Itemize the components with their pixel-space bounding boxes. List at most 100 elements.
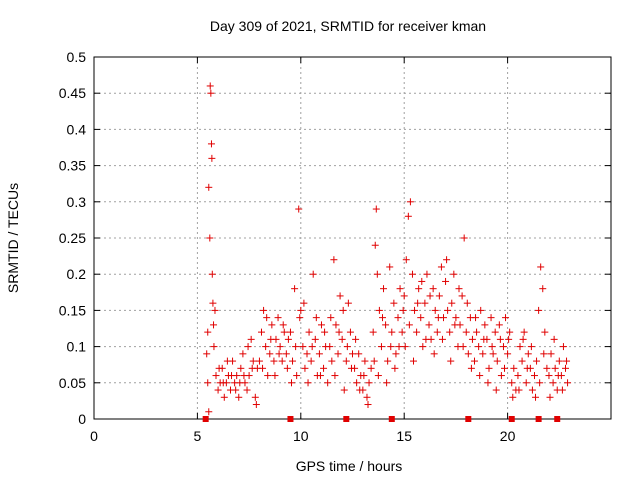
data-point [386, 263, 394, 271]
data-point [419, 343, 427, 351]
data-point [247, 335, 255, 343]
data-point [484, 379, 492, 387]
data-point [506, 328, 514, 336]
data-point [355, 350, 363, 358]
data-point [258, 328, 266, 336]
data-point [519, 335, 527, 343]
data-point [563, 357, 571, 365]
data-point [459, 343, 467, 351]
data-point [471, 357, 479, 365]
data-point [382, 321, 390, 329]
data-point [383, 379, 391, 387]
data-point [414, 299, 422, 307]
data-point [296, 314, 304, 322]
data-point [334, 350, 342, 358]
x-tick-label: 0 [90, 428, 98, 444]
data-point [212, 372, 220, 380]
data-point [429, 285, 437, 293]
data-point [558, 386, 566, 394]
data-point [328, 357, 336, 365]
data-point [437, 263, 445, 271]
data-point [264, 372, 272, 380]
data-point [361, 357, 369, 365]
data-point [378, 314, 386, 322]
data-point [380, 285, 388, 293]
data-point [369, 328, 377, 336]
data-point [406, 198, 414, 206]
data-point [287, 379, 295, 387]
data-point [305, 328, 313, 336]
data-point [510, 364, 518, 372]
data-point [331, 372, 339, 380]
data-point [400, 292, 408, 300]
data-point [554, 372, 562, 380]
data-point [399, 306, 407, 314]
bottom-marker [343, 416, 350, 422]
data-point [343, 343, 351, 351]
data-point [284, 335, 292, 343]
data-point [433, 328, 441, 336]
data-point [518, 357, 526, 365]
data-point [268, 321, 276, 329]
data-point [342, 357, 350, 365]
axis-ticks: 0 0.05 0.1 0.15 0.2 0.25 0.3 0.35 0.4 0.45 0.5 0 5 10… [59, 49, 611, 444]
data-point [204, 379, 212, 387]
y-tick-label: 0.25 [59, 230, 86, 246]
data-point [452, 314, 460, 322]
data-point [248, 364, 256, 372]
data-point [430, 350, 438, 358]
data-point [541, 328, 549, 336]
data-point [205, 408, 213, 416]
data-point [502, 314, 510, 322]
data-point [524, 350, 532, 358]
data-point [338, 335, 346, 343]
data-point [324, 379, 332, 387]
data-point [488, 343, 496, 351]
data-point [417, 314, 425, 322]
data-point [267, 335, 275, 343]
data-point [398, 328, 406, 336]
data-point [443, 256, 451, 264]
data-point [219, 379, 227, 387]
data-point [455, 285, 463, 293]
data-point [516, 343, 524, 351]
data-point [223, 357, 231, 365]
data-point [515, 386, 523, 394]
data-point [278, 357, 286, 365]
data-point [311, 335, 319, 343]
data-point [442, 277, 450, 285]
data-point [462, 328, 470, 336]
data-point [477, 306, 485, 314]
data-point [237, 364, 245, 372]
data-point [209, 299, 217, 307]
data-point [497, 372, 505, 380]
y-tick-label: 0.05 [59, 375, 86, 391]
data-point [509, 393, 517, 401]
data-points [203, 82, 572, 416]
data-point [404, 212, 412, 220]
data-point [321, 328, 329, 336]
data-point [371, 241, 379, 249]
data-point [312, 314, 320, 322]
data-point [280, 328, 288, 336]
data-point [384, 357, 392, 365]
data-point [251, 393, 259, 401]
data-point [431, 306, 439, 314]
data-point [232, 386, 240, 394]
data-point [523, 364, 531, 372]
data-point [279, 321, 287, 329]
data-point [458, 292, 466, 300]
data-point [240, 372, 248, 380]
data-point [479, 350, 487, 358]
data-point [435, 292, 443, 300]
data-point [392, 350, 400, 358]
data-point [244, 343, 252, 351]
data-point [353, 379, 361, 387]
plot-frame [93, 56, 612, 420]
data-point [395, 343, 403, 351]
data-point [473, 328, 481, 336]
data-point [475, 343, 483, 351]
data-point [559, 343, 567, 351]
data-point [210, 321, 218, 329]
